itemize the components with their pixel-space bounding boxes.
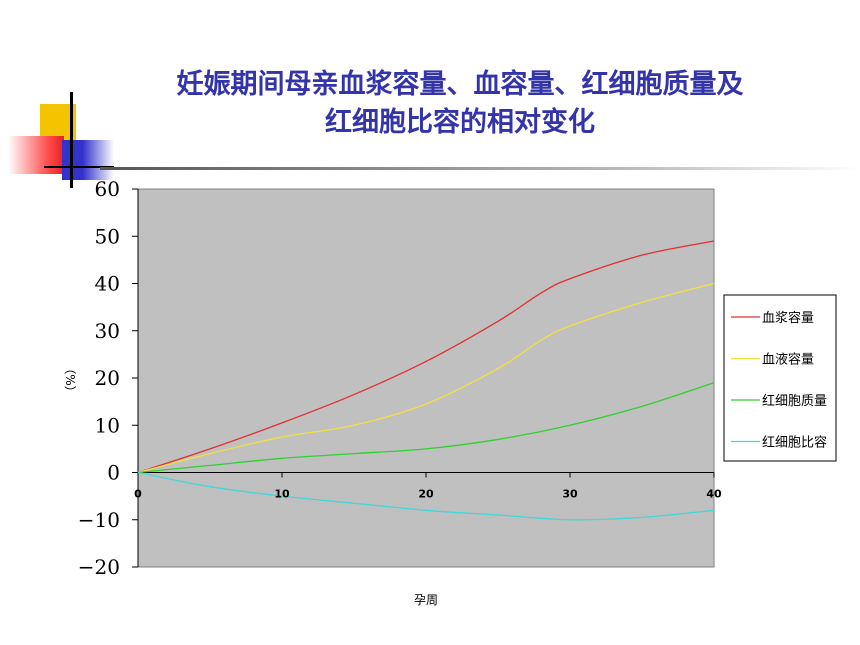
y-tick-label: 30 xyxy=(95,319,120,343)
y-tick-label: 50 xyxy=(95,224,120,248)
y-tick-label: 20 xyxy=(95,366,120,390)
x-tick-label: 40 xyxy=(706,488,722,501)
tick-labels: 60 50 40 30 20 10 0 −10 −20 0 10 20 30 40 xyxy=(78,177,722,579)
x-axis-label: 孕周 xyxy=(414,593,438,607)
series-line-4 xyxy=(137,471,715,521)
x-tick-label: 30 xyxy=(562,488,578,501)
y-tick-label: −20 xyxy=(78,555,120,579)
plot-area xyxy=(137,188,715,568)
legend-label-4: 红细胞比容 xyxy=(762,435,827,451)
x-tick-label: 20 xyxy=(418,488,434,501)
x-tick-label: 10 xyxy=(274,488,290,501)
y-axis-label: （%） xyxy=(63,362,77,397)
decor-vertical-line xyxy=(70,92,73,188)
title-line-1: 妊娠期间母亲血浆容量、血容量、红细胞质量及 xyxy=(176,69,744,100)
y-tick-label: 10 xyxy=(95,413,120,437)
page-title: 妊娠期间母亲血浆容量、血容量、红细胞质量及 红细胞比容的相对变化 xyxy=(80,66,840,142)
legend-label-3: 红细胞质量 xyxy=(762,393,827,409)
series-line-2 xyxy=(137,282,715,474)
legend-label-2: 血液容量 xyxy=(762,352,814,368)
title-line-2: 红细胞比容的相对变化 xyxy=(325,107,595,138)
y-tick-label: 0 xyxy=(107,461,120,485)
legend-box xyxy=(723,294,837,462)
title-underline xyxy=(100,167,860,170)
series-line-3 xyxy=(137,382,715,474)
series-layer xyxy=(137,240,715,521)
legend-label-1: 血浆容量 xyxy=(762,310,814,326)
decor-short-line xyxy=(44,166,114,168)
series-line-1 xyxy=(137,240,715,474)
chart-axes xyxy=(132,188,715,568)
y-tick-label: 60 xyxy=(95,177,120,201)
y-tick-label: −10 xyxy=(78,508,120,532)
x-tick-label: 0 xyxy=(134,488,142,501)
y-tick-label: 40 xyxy=(95,272,120,296)
